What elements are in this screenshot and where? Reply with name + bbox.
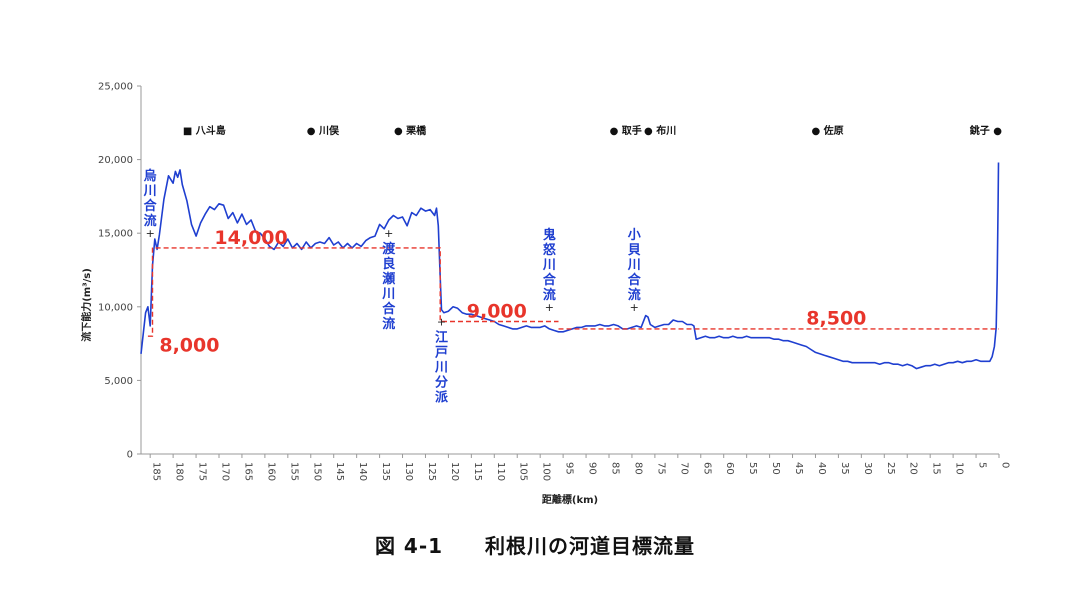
x-tick-label: 100: [541, 462, 552, 481]
x-tick-label: 135: [380, 462, 391, 481]
x-tick-label: 180: [174, 462, 185, 481]
y-tick-label: 5,000: [104, 376, 133, 387]
confluence-marker: +: [545, 301, 554, 314]
confluence-label: 江戸川分派: [434, 330, 449, 406]
location-label: ● 栗橋: [394, 124, 427, 137]
confluence-label: 烏川合流: [143, 168, 158, 229]
confluence-marker: +: [437, 316, 446, 329]
figure-title: 利根川の河道目標流量: [485, 534, 696, 558]
location-label: ● 布川: [644, 124, 676, 137]
target-flow-label: 8,500: [806, 307, 866, 329]
x-tick-label: 20: [908, 462, 919, 475]
x-tick-label: 50: [770, 462, 781, 475]
confluence-label: 渡良瀬川合流: [381, 241, 396, 332]
x-tick-label: 140: [357, 462, 368, 481]
x-tick-label: 10: [954, 462, 965, 475]
x-tick-label: 75: [655, 462, 666, 475]
capacity-line: [140, 162, 1000, 370]
x-tick-label: 0: [1000, 462, 1011, 468]
location-label: ● 佐原: [811, 124, 843, 137]
confluence-marker: +: [146, 227, 155, 240]
x-ticks: 185 180 175 170 165 160 155 150 145 140 135 130 125 1…: [149, 454, 1011, 481]
series-group: [140, 162, 1000, 370]
confluence-labels: +烏川合流+渡良瀬川合流 +江戸川分派+鬼怒川合流+小貝川合流: [143, 168, 642, 405]
x-tick-label: 115: [472, 462, 483, 481]
x-tick-label: 175: [197, 462, 208, 481]
x-tick-label: 55: [747, 462, 758, 475]
x-tick-label: 40: [816, 462, 827, 475]
location-label: 銚子 ●: [970, 124, 1002, 137]
confluence-label: 鬼怒川合流: [542, 227, 557, 303]
y-tick-label: 0: [127, 450, 133, 461]
x-tick-label: 105: [518, 462, 529, 481]
location-label: ■ 八斗島: [183, 124, 226, 137]
x-tick-label: 145: [334, 462, 345, 481]
x-tick-label: 160: [265, 462, 276, 481]
figure-number: 図 4-1: [374, 534, 444, 558]
target-flow-label: 8,000: [159, 335, 219, 357]
x-tick-label: 95: [564, 462, 575, 475]
x-tick-label: 155: [288, 462, 299, 481]
x-tick-label: 80: [632, 462, 643, 475]
x-tick-label: 45: [793, 462, 804, 475]
location-markers: ■ 八斗島 ● 川俣 ● 栗橋 ● 取手 ● 布川 ● 佐原 銚子 ●: [183, 124, 1002, 137]
x-tick-label: 30: [862, 462, 873, 475]
location-label: ● 川俣: [307, 124, 340, 137]
x-tick-label: 110: [495, 462, 506, 481]
x-tick-label: 150: [311, 462, 322, 481]
y-axis-title: 流下能力(m³/s): [80, 268, 93, 342]
target-labels: 8,000 14,000 9,000 8,500: [159, 227, 866, 357]
figure-caption: 図 4-1 利根川の河道目標流量: [0, 530, 1070, 559]
y-ticks: 0 5,000 10,000 15,000 20,000 25,000: [98, 82, 141, 461]
target-flow-label: 9,000: [467, 301, 527, 323]
target-flow-line: [147, 247, 559, 337]
y-tick-label: 25,000: [98, 82, 133, 93]
confluence-label: 小貝川合流: [627, 228, 642, 303]
y-tick-label: 20,000: [98, 155, 133, 166]
x-tick-label: 85: [610, 462, 621, 475]
x-tick-label: 60: [724, 462, 735, 475]
x-tick-label: 170: [220, 462, 231, 481]
x-tick-label: 25: [885, 462, 896, 475]
x-tick-label: 120: [449, 462, 460, 481]
axes: [140, 86, 999, 455]
x-tick-label: 35: [839, 462, 850, 475]
x-tick-label: 125: [426, 462, 437, 481]
x-tick-label: 70: [678, 462, 689, 475]
x-tick-label: 165: [242, 462, 253, 481]
x-tick-label: 185: [151, 462, 162, 481]
x-tick-label: 130: [403, 462, 414, 481]
confluence-marker: +: [384, 227, 393, 240]
y-tick-label: 10,000: [98, 302, 133, 313]
x-tick-label: 15: [931, 462, 942, 475]
y-tick-label: 15,000: [98, 229, 133, 240]
x-tick-label: 65: [701, 462, 712, 475]
target-flow-label: 14,000: [214, 227, 287, 249]
x-axis-title: 距離標(km): [542, 493, 598, 506]
x-tick-label: 90: [587, 462, 598, 475]
location-label: ● 取手: [610, 124, 642, 137]
x-tick-label: 5: [977, 462, 988, 468]
confluence-marker: +: [630, 301, 639, 314]
